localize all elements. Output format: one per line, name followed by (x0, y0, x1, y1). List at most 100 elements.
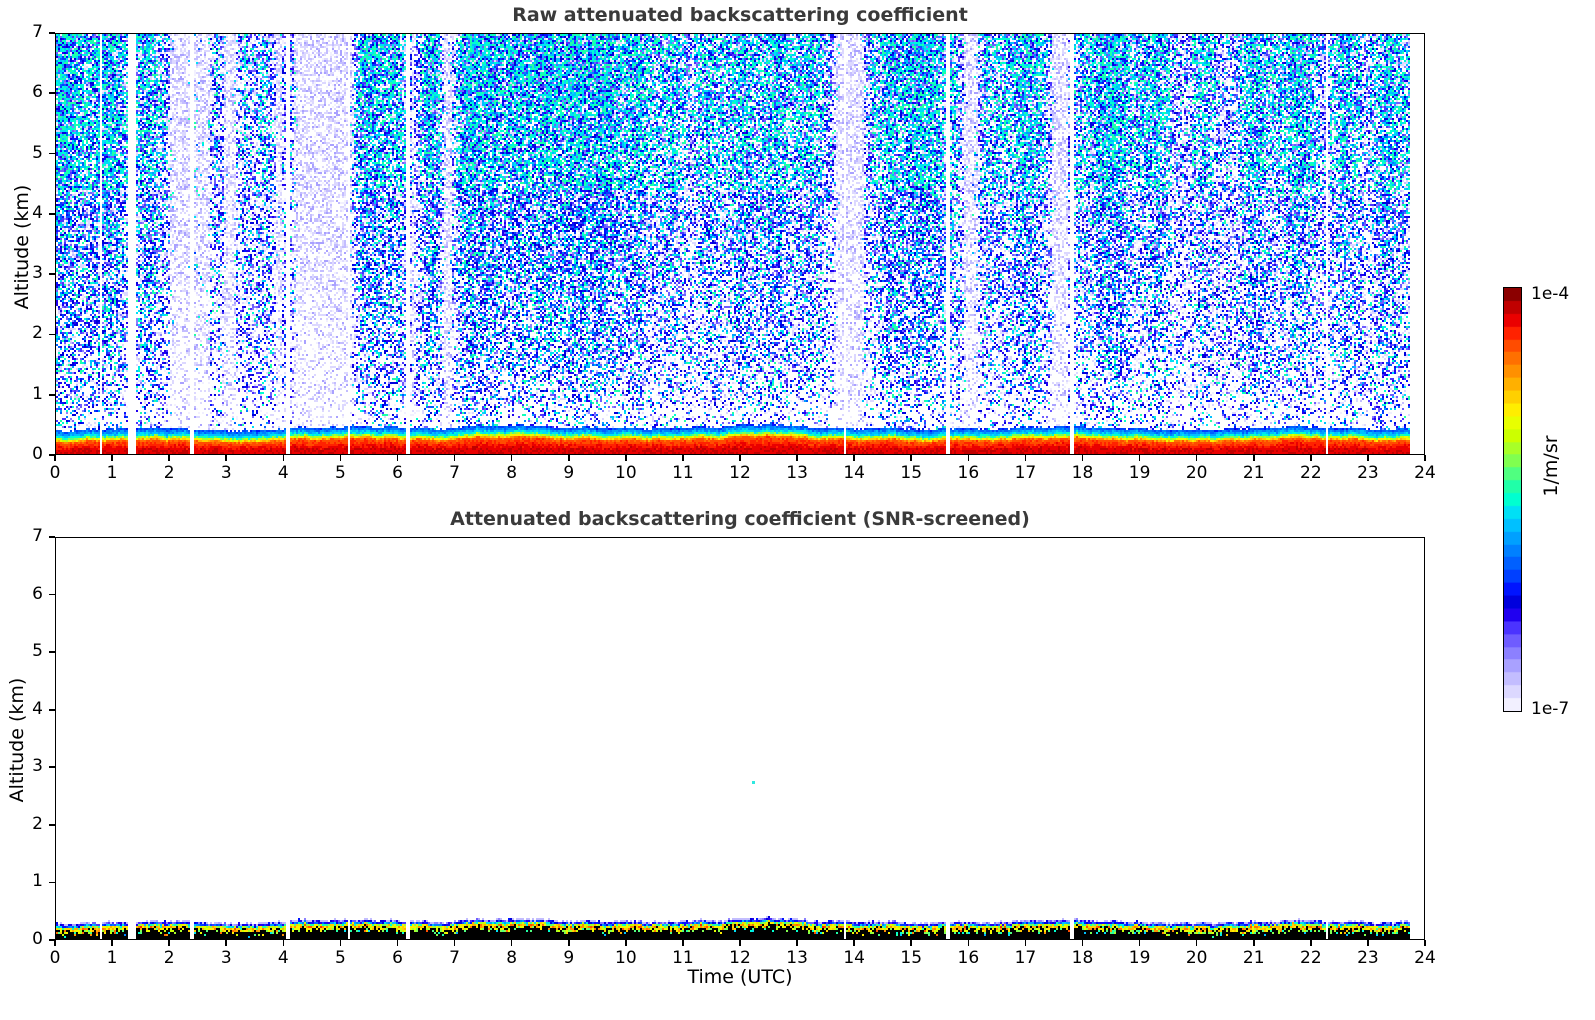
tick-mark (625, 455, 627, 461)
tick-mark (796, 940, 798, 946)
tick-mark (49, 454, 55, 456)
x-tick-label: 0 (49, 463, 61, 483)
y-tick-label: 0 (32, 444, 43, 464)
tick-mark (49, 333, 55, 336)
y-tick-label: 4 (32, 202, 43, 223)
x-tick-label: 1 (106, 948, 118, 968)
tick-mark (111, 940, 113, 946)
y-tick-label: 2 (32, 323, 43, 344)
x-tick-label: 3 (220, 463, 232, 483)
tick-mark (225, 940, 228, 946)
x-tick-label: 13 (786, 463, 808, 483)
tick-mark (510, 940, 513, 946)
x-tick-label: 7 (449, 948, 460, 968)
tick-mark (49, 152, 55, 155)
x-tick-label: 18 (1071, 463, 1094, 483)
x-tick-label: 1 (106, 463, 118, 483)
x-tick-label: 5 (334, 463, 346, 483)
tick-mark (49, 824, 55, 826)
tick-mark (49, 92, 55, 95)
tick-mark (1424, 455, 1426, 461)
tick-mark (682, 455, 684, 461)
panel-title-screened: Attenuated backscattering coefficient (S… (450, 508, 1030, 530)
x-tick-label: 16 (957, 948, 980, 968)
x-tick-label: 20 (1185, 948, 1208, 968)
heatmap-screened (56, 538, 1424, 939)
tick-mark (967, 455, 970, 461)
y-tick-label: 6 (32, 583, 43, 604)
x-tick-label: 19 (1128, 948, 1151, 968)
tick-mark (168, 455, 170, 461)
x-tick-label: 23 (1357, 463, 1379, 483)
axes-raw-panel (55, 33, 1425, 455)
y-tick-label: 1 (32, 871, 43, 892)
x-tick-label: 21 (1242, 948, 1265, 968)
tick-mark (1138, 455, 1141, 461)
tick-mark (739, 455, 741, 461)
y-tick-label: 4 (32, 698, 43, 719)
y-tick-label: 5 (32, 142, 43, 163)
x-tick-label: 0 (49, 948, 61, 968)
tick-mark (49, 213, 55, 215)
tick-mark (853, 940, 855, 946)
x-tick-label: 13 (786, 948, 808, 968)
tick-mark (1367, 940, 1369, 946)
x-tick-label: 20 (1185, 463, 1208, 483)
x-tick-label: 7 (449, 463, 460, 483)
x-tick-label: 12 (729, 948, 751, 968)
tick-mark (1024, 940, 1027, 946)
colorbar (1503, 287, 1522, 712)
x-tick-label: 4 (277, 948, 289, 968)
y-tick-label: 5 (32, 641, 43, 662)
x-tick-label: 9 (563, 948, 575, 968)
tick-mark (49, 32, 55, 34)
x-tick-label: 14 (843, 463, 865, 483)
tick-mark (49, 766, 55, 769)
x-tick-label: 8 (506, 463, 518, 483)
colorbar-unit-label: 1/m/sr (1540, 435, 1562, 497)
x-tick-label: 4 (277, 463, 289, 483)
x-tick-label: 8 (506, 948, 518, 968)
tick-mark (54, 940, 56, 946)
tick-mark (111, 455, 113, 461)
colorbar-max-label: 1e-4 (1531, 284, 1570, 304)
tick-mark (282, 455, 285, 461)
x-tick-label: 19 (1128, 463, 1151, 483)
x-tick-label: 11 (672, 948, 694, 968)
tick-mark (682, 940, 684, 946)
tick-mark (625, 940, 627, 946)
tick-mark (1252, 455, 1255, 461)
y-tick-label: 6 (32, 82, 43, 103)
tick-mark (49, 881, 55, 884)
x-tick-label: 2 (163, 463, 175, 483)
panel-title-raw: Raw attenuated backscattering coefficien… (512, 4, 968, 26)
x-tick-label: 24 (1414, 463, 1436, 483)
tick-mark (567, 455, 570, 461)
tick-mark (49, 708, 55, 711)
tick-mark (49, 651, 55, 653)
x-tick-label: 24 (1414, 948, 1436, 968)
y-tick-label: 3 (32, 263, 43, 284)
tick-mark (339, 940, 342, 946)
x-tick-label: 3 (220, 948, 232, 968)
colorbar-gradient (1503, 287, 1522, 712)
heatmap-raw (56, 34, 1424, 454)
y-tick-label: 1 (32, 383, 43, 404)
tick-mark (282, 940, 285, 946)
x-tick-label: 9 (563, 463, 575, 483)
x-tick-label: 15 (900, 463, 923, 483)
tick-mark (396, 455, 399, 461)
tick-mark (453, 940, 456, 946)
tick-mark (1081, 940, 1084, 946)
tick-mark (453, 455, 456, 461)
tick-mark (49, 939, 55, 941)
tick-mark (1081, 455, 1084, 461)
x-tick-label: 23 (1357, 948, 1379, 968)
tick-mark (1252, 940, 1255, 946)
tick-mark (510, 455, 513, 461)
tick-mark (910, 940, 913, 946)
tick-mark (967, 940, 970, 946)
y-tick-label: 7 (32, 22, 43, 42)
tick-mark (1424, 940, 1426, 946)
x-tick-label: 18 (1071, 948, 1094, 968)
